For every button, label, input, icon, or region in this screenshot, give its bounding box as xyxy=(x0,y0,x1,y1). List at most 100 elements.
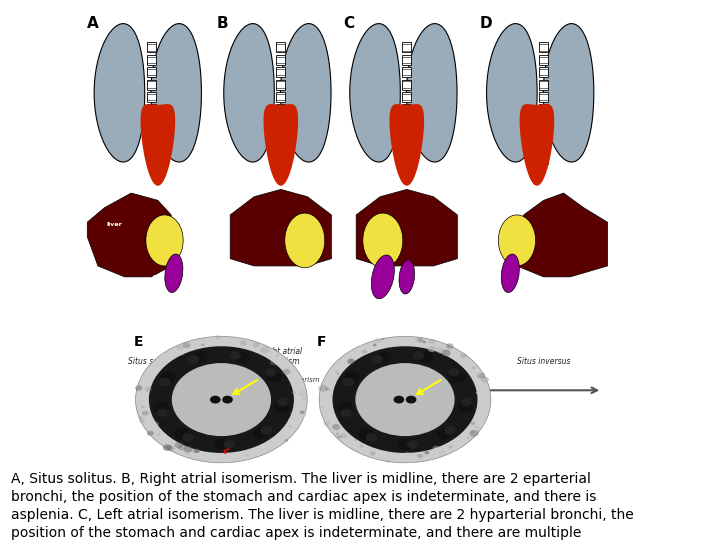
Circle shape xyxy=(377,352,392,363)
Circle shape xyxy=(372,355,382,363)
Circle shape xyxy=(230,351,240,360)
Circle shape xyxy=(418,352,433,363)
Circle shape xyxy=(183,342,190,348)
FancyBboxPatch shape xyxy=(402,129,411,139)
Circle shape xyxy=(442,349,450,355)
Circle shape xyxy=(145,387,152,392)
Circle shape xyxy=(336,433,338,434)
Circle shape xyxy=(292,391,296,394)
Circle shape xyxy=(299,390,307,397)
Circle shape xyxy=(194,449,200,453)
Text: spleen: spleen xyxy=(153,274,176,279)
Circle shape xyxy=(192,450,194,453)
Ellipse shape xyxy=(501,254,519,293)
FancyBboxPatch shape xyxy=(147,117,156,127)
FancyBboxPatch shape xyxy=(402,141,411,152)
Circle shape xyxy=(354,438,358,441)
Ellipse shape xyxy=(498,215,536,266)
Circle shape xyxy=(157,409,168,417)
Polygon shape xyxy=(140,104,175,186)
Circle shape xyxy=(423,341,426,343)
Circle shape xyxy=(153,402,169,413)
Circle shape xyxy=(382,338,384,340)
Polygon shape xyxy=(224,24,274,162)
Circle shape xyxy=(135,336,307,463)
Circle shape xyxy=(470,430,474,433)
Circle shape xyxy=(459,362,464,366)
Circle shape xyxy=(354,349,360,353)
Circle shape xyxy=(288,425,291,427)
Circle shape xyxy=(280,435,286,439)
Circle shape xyxy=(348,359,355,364)
Circle shape xyxy=(176,350,184,355)
Circle shape xyxy=(300,412,307,417)
Circle shape xyxy=(477,373,485,379)
Circle shape xyxy=(246,455,248,457)
Circle shape xyxy=(444,450,447,453)
Circle shape xyxy=(284,439,288,442)
Ellipse shape xyxy=(399,260,415,294)
Circle shape xyxy=(322,406,324,408)
Circle shape xyxy=(438,450,446,456)
FancyBboxPatch shape xyxy=(539,79,548,90)
Circle shape xyxy=(436,347,445,354)
Text: liver: liver xyxy=(106,221,122,227)
Text: D: D xyxy=(480,16,492,31)
Circle shape xyxy=(341,409,352,417)
Circle shape xyxy=(201,343,204,346)
Text: Right atrial isomerism: Right atrial isomerism xyxy=(242,377,320,383)
Circle shape xyxy=(441,349,451,356)
Circle shape xyxy=(215,335,222,340)
Circle shape xyxy=(157,433,161,436)
Polygon shape xyxy=(87,193,171,277)
Circle shape xyxy=(184,446,192,453)
Circle shape xyxy=(386,460,390,463)
Polygon shape xyxy=(350,24,400,162)
FancyBboxPatch shape xyxy=(147,154,156,164)
Text: Left atrial isomerism: Left atrial isomerism xyxy=(378,377,450,383)
Circle shape xyxy=(333,346,477,453)
Circle shape xyxy=(149,346,294,453)
Circle shape xyxy=(364,449,373,455)
Text: E: E xyxy=(134,335,143,349)
Circle shape xyxy=(163,444,171,451)
Circle shape xyxy=(261,352,263,354)
Polygon shape xyxy=(487,24,537,162)
Circle shape xyxy=(214,439,229,450)
Circle shape xyxy=(457,402,473,413)
Circle shape xyxy=(433,446,439,451)
FancyBboxPatch shape xyxy=(147,104,156,114)
Circle shape xyxy=(397,439,413,450)
Circle shape xyxy=(235,352,250,363)
Circle shape xyxy=(413,351,424,360)
Text: F: F xyxy=(318,335,327,349)
Circle shape xyxy=(142,410,149,416)
Circle shape xyxy=(446,343,454,349)
Circle shape xyxy=(253,342,260,348)
FancyBboxPatch shape xyxy=(147,55,156,65)
Circle shape xyxy=(369,451,376,455)
Circle shape xyxy=(460,353,467,358)
Circle shape xyxy=(364,447,369,451)
Circle shape xyxy=(179,346,186,352)
Circle shape xyxy=(325,387,330,391)
Circle shape xyxy=(406,396,416,403)
Circle shape xyxy=(166,446,174,451)
Circle shape xyxy=(337,373,339,374)
Circle shape xyxy=(337,402,353,413)
Circle shape xyxy=(332,424,341,430)
FancyBboxPatch shape xyxy=(539,67,548,77)
Circle shape xyxy=(210,396,220,403)
Circle shape xyxy=(161,372,176,383)
Text: Right atrial
isomerism: Right atrial isomerism xyxy=(260,347,302,366)
Ellipse shape xyxy=(285,213,325,268)
FancyBboxPatch shape xyxy=(539,104,548,114)
Circle shape xyxy=(323,421,330,426)
Circle shape xyxy=(276,355,279,356)
FancyBboxPatch shape xyxy=(147,129,156,139)
Polygon shape xyxy=(281,24,331,162)
Circle shape xyxy=(141,406,145,408)
Circle shape xyxy=(282,369,290,375)
Circle shape xyxy=(174,428,190,440)
FancyBboxPatch shape xyxy=(147,92,156,102)
